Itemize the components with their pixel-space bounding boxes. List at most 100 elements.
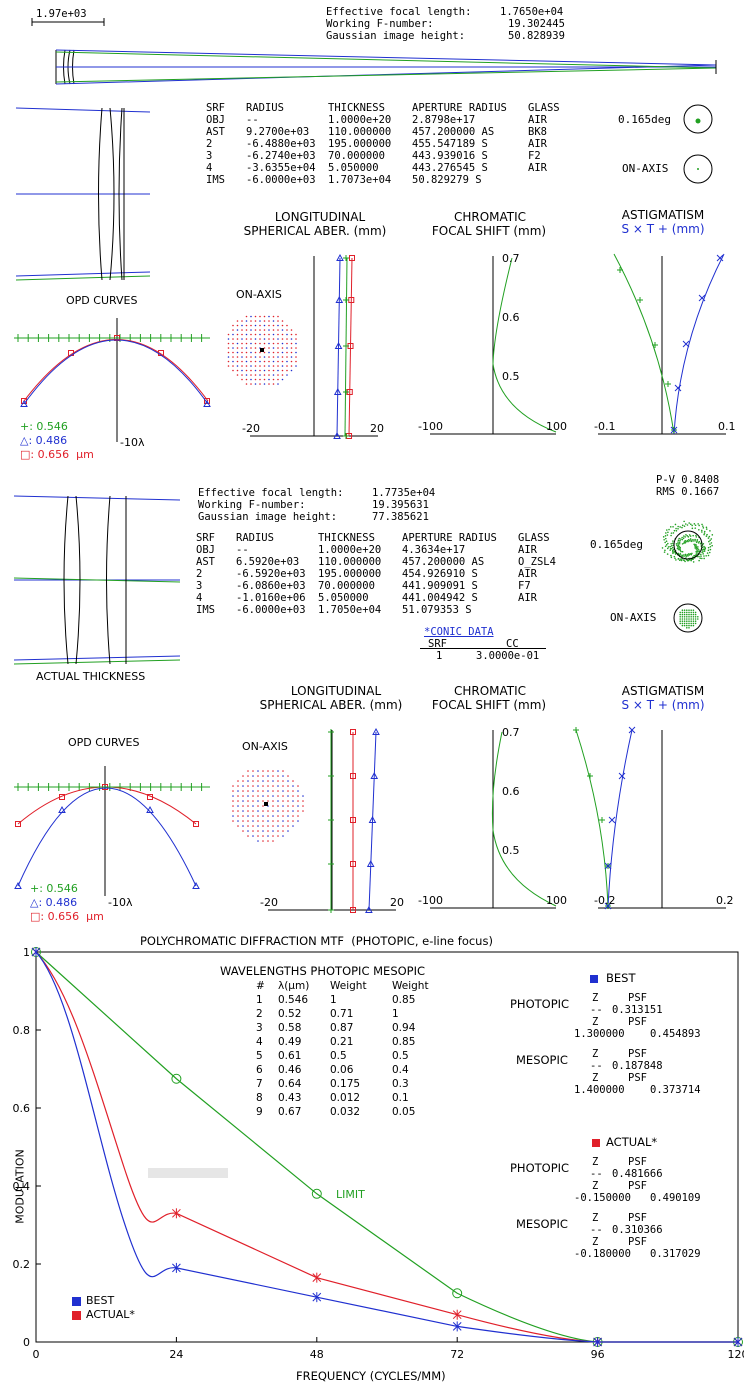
efl-label-1: Effective focal length: [326,6,472,18]
table-cell: -6.4880e+03 [246,138,316,150]
x-tick-label: 72 [450,1348,464,1361]
table-header-cell: RADIUS [246,102,284,114]
table-cell: AIR [518,568,537,580]
actual_block-mesopic: MESOPIC [516,1217,568,1231]
lsa-tick-max-1: 20 [370,422,384,435]
wave-cell: 8 [256,1092,263,1104]
efl-value-1: 1.7650e+04 [500,6,564,18]
wave-cell: 0.49 [278,1036,302,1048]
astig-tick-max-2: 0.2 [716,894,734,907]
astig-tick-max-1: 0.1 [718,420,736,433]
mtf-point [452,1321,462,1332]
wave-cell: 0.175 [330,1078,361,1090]
psf-z-cell: -- [590,1224,603,1236]
table-cell: 4 [196,592,203,604]
chrom-y3-1: 0.5 [502,370,520,383]
table-cell: IMS [196,604,215,616]
mtf-point [593,1337,602,1347]
table-cell: 1.0000e+20 [328,114,392,126]
conic-data-link[interactable]: *CONIC DATA [424,626,494,638]
chrom-title-2a: CHROMATIC [453,684,527,698]
wave-cell: 7 [256,1078,263,1090]
fno-label-2: Working F-number: [198,499,306,511]
opd-title-1: OPD CURVES [66,294,138,307]
psf-z-cell: -- [590,1004,603,1016]
astig-title-1b: S × T + (mm) [621,222,705,236]
table-cell: -6.2740e+03 [246,150,316,162]
table-cell: 443.276545 S [412,162,488,174]
table-cell: AIR [518,544,537,556]
mtf-point [452,1309,462,1320]
table-cell: AIR [528,114,547,126]
table-cell: 2 [206,138,213,150]
opd-scale-2: -10λ [108,896,133,909]
lsa-title-2a: LONGITUDINAL [290,684,382,698]
mtf-point [172,1262,181,1273]
wave-cell: 0.05 [392,1106,416,1118]
wave-cell: 0.43 [278,1092,302,1104]
table-cell: 441.004942 S [402,592,478,604]
spot-diagram-on-axis-2 [679,609,699,629]
table-cell: 51.079353 S [402,604,472,616]
table-cell: 4 [206,162,213,174]
actual_block-photopic: PHOTOPIC [510,1161,570,1175]
wave-cell: 0.46 [278,1064,302,1076]
table-cell: F7 [518,580,531,592]
table-cell: -- [246,114,259,126]
x-tick-label: 48 [310,1348,324,1361]
wave-header-cell: # [256,980,265,992]
lsa-title-1a: LONGITUDINAL [274,210,366,224]
wave-cell: 0.67 [278,1106,302,1118]
table-header-cell: GLASS [518,532,550,544]
efl-label-2: Effective focal length: [198,487,344,499]
psf-value-cell: 0.317029 [650,1248,701,1260]
table-cell: -6.5920e+03 [236,568,306,580]
wave-cell: 0.1 [392,1092,409,1104]
table-header-cell: SRF [206,102,225,114]
mtf-xlabel: FREQUENCY (CYCLES/MM) [296,1369,446,1383]
x-tick-label: 96 [591,1348,605,1361]
chrom-tick-min-1: -100 [418,420,443,433]
table-cell: 110.000000 [328,126,392,138]
table-cell: 6.5920e+03 [236,556,300,568]
mtf-point [733,1337,743,1347]
wave-cell: 3 [256,1022,263,1034]
psf-z-cell: 1.300000 [574,1028,625,1040]
mtf-point [452,1288,463,1299]
x-tick-label: 0 [33,1348,40,1361]
astig-tick-min-1: -0.1 [594,420,616,433]
wave-cell: 0.032 [330,1106,361,1118]
wave-cell: 1 [392,1008,399,1020]
lsa-tick-min-1: -20 [242,422,260,435]
psf-z-cell: Z [592,1072,599,1084]
astig-title-2b: S × T + (mm) [621,698,705,712]
gih-value-1: 50.828939 [508,30,565,42]
wave-cell: 0.012 [330,1092,361,1104]
spot-circle-on-axis-2 [673,603,703,633]
table-cell: OBJ [206,114,225,126]
opd-legend-green-1: +: 0.546 [20,420,68,433]
wave-cell: 5 [256,1050,263,1062]
wave-cell: 0.94 [392,1022,416,1034]
lsa-title-2b: SPHERICAL ABER. (mm) [259,698,403,712]
chrom-plot-1 [430,256,557,435]
best_block-swatch [590,975,598,983]
table-cell: 454.926910 S [402,568,478,580]
psf-value-cell: PSF [628,1212,647,1224]
lsa-tick-max-2: 20 [390,896,404,909]
psf-z-cell: Z [592,1048,599,1060]
psf-value-cell: PSF [628,1156,647,1168]
table-cell: AIR [528,138,547,150]
table-cell: AST [196,556,215,568]
table-cell: AIR [518,592,537,604]
psf-value-cell: PSF [628,1236,647,1248]
best_block-photopic: PHOTOPIC [510,997,570,1011]
psf-z-cell: Z [592,992,599,1004]
conic-srf-value: 1 [436,650,443,662]
psf-value-cell: 0.373714 [650,1084,701,1096]
chrom-y3-2: 0.5 [502,844,520,857]
table-cell: -1.0160e+06 [236,592,306,604]
astig-title-1a: ASTIGMATISM [621,208,705,222]
best_block-label: BEST [606,971,636,985]
